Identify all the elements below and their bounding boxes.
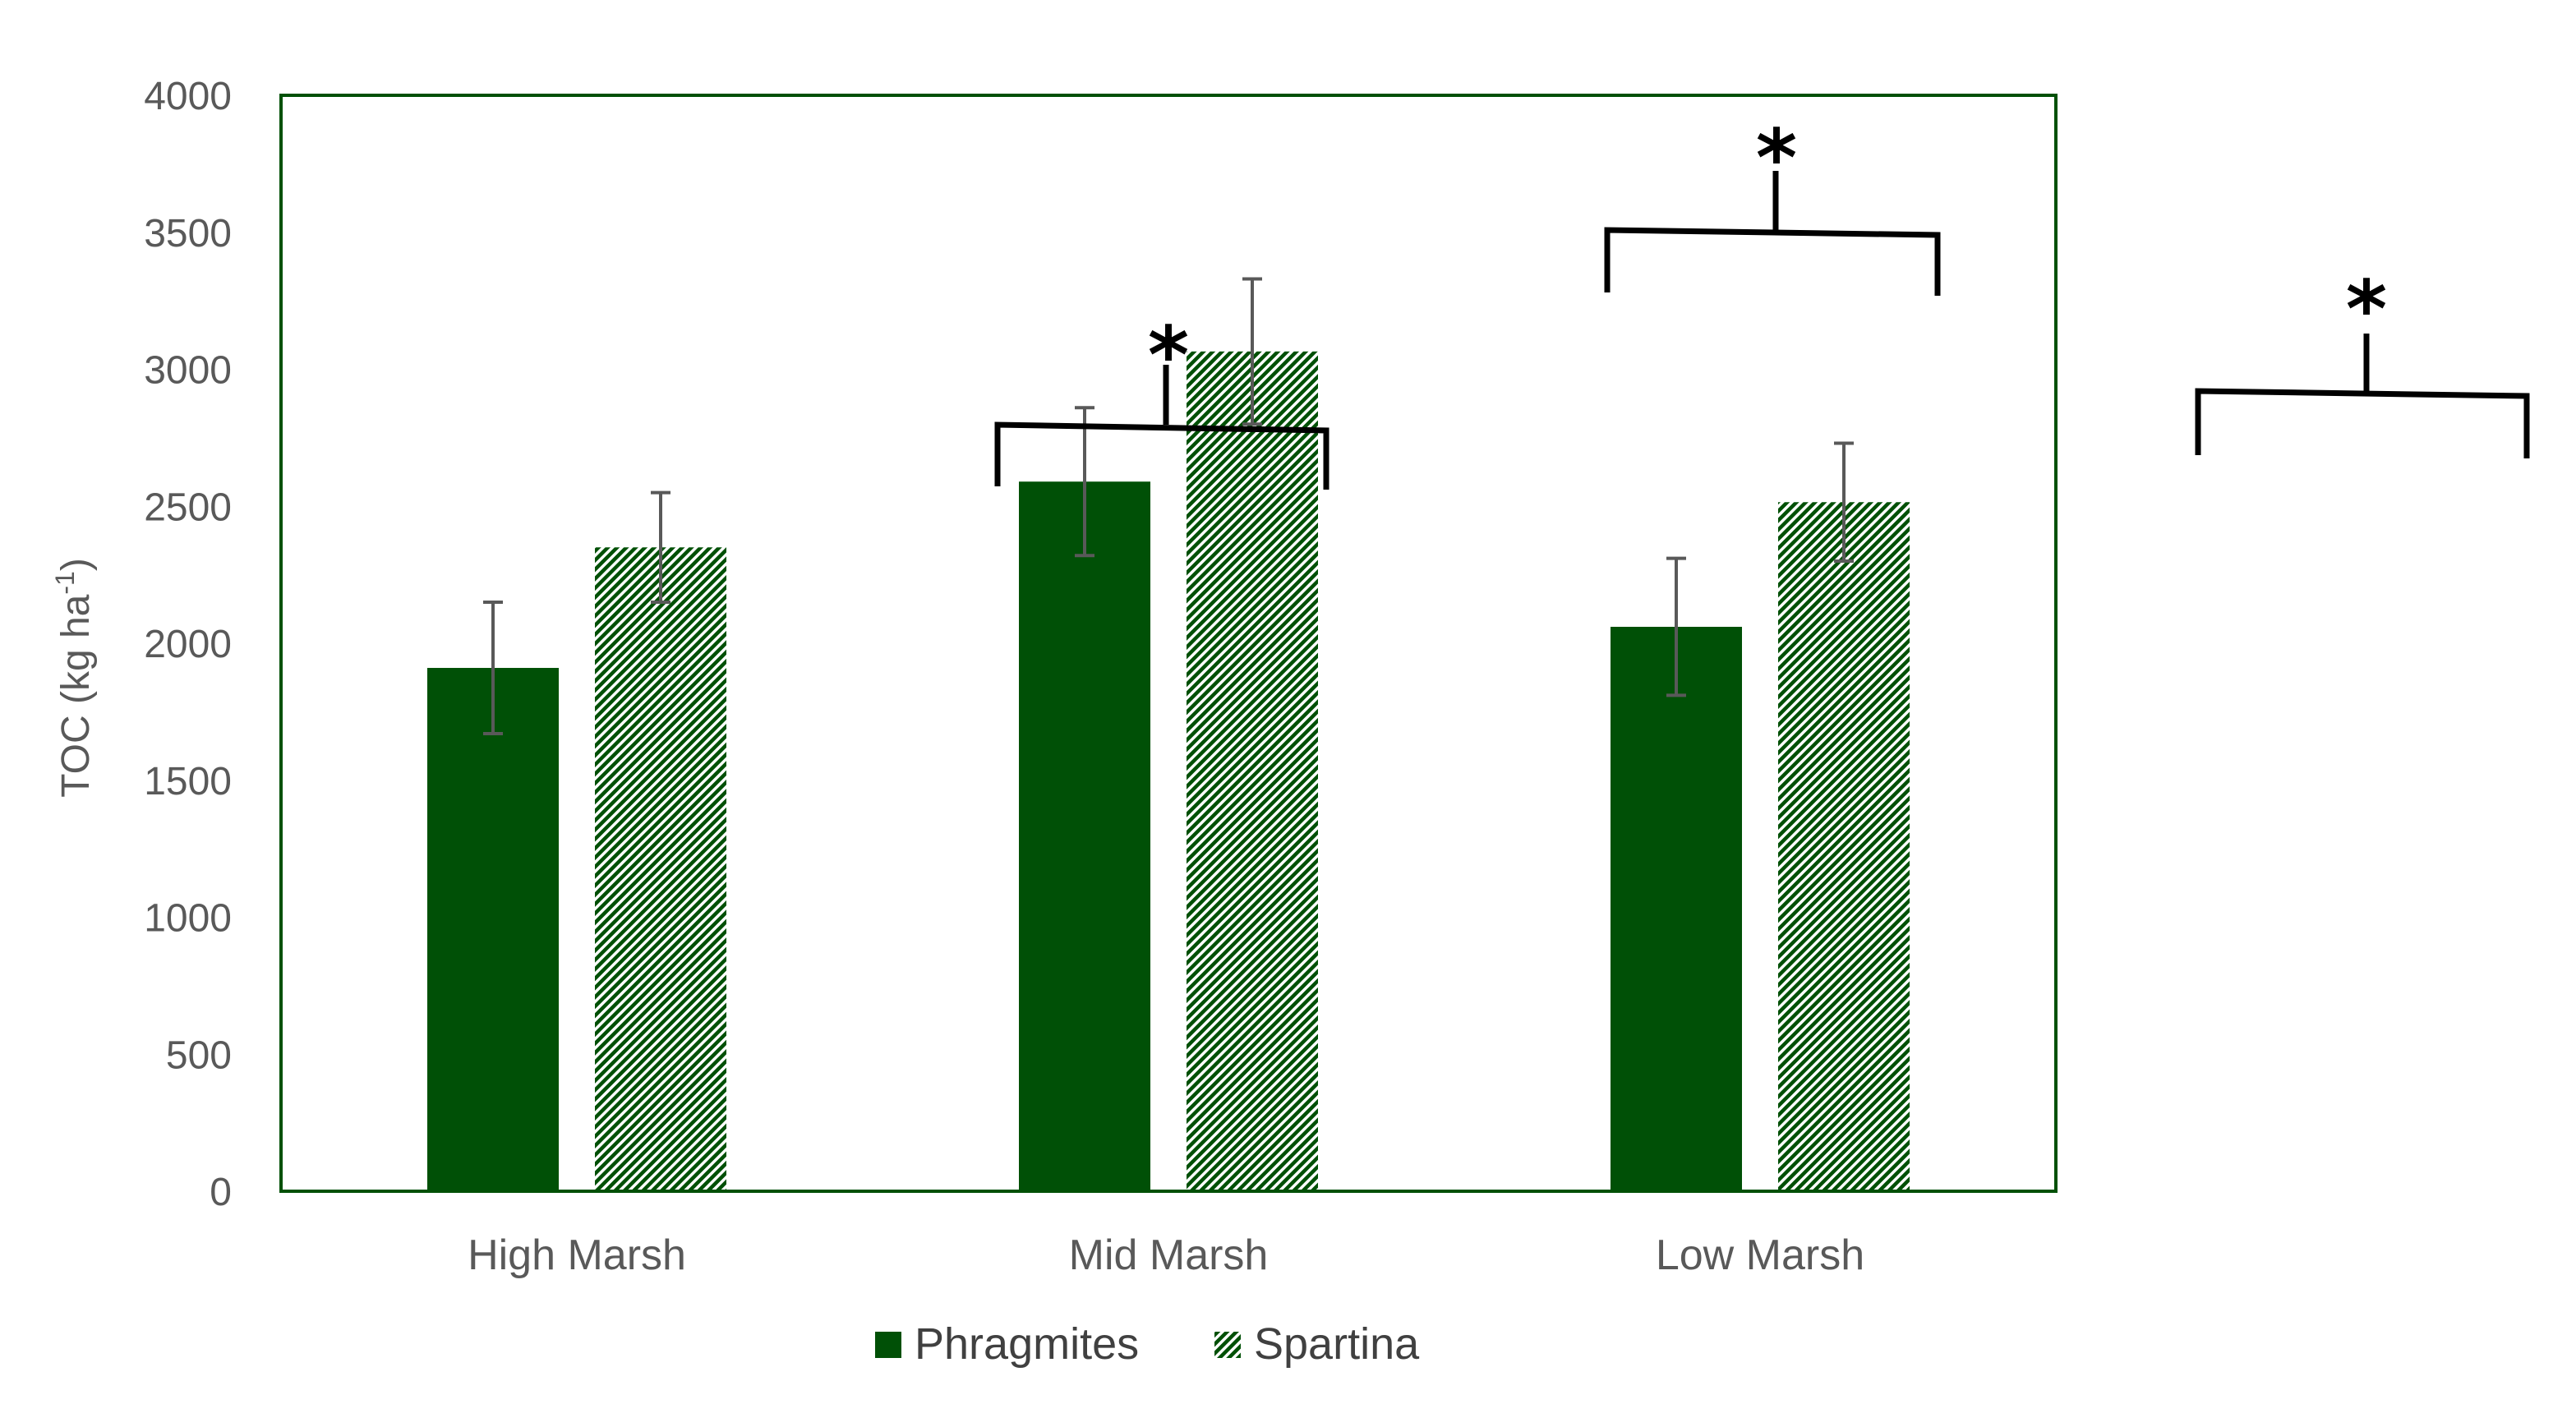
y-axis-title-close: ) — [54, 558, 98, 571]
error-bar-phragmites-low-marsh — [1666, 556, 1686, 697]
y-axis-title: TOC (kg ha-1) — [50, 558, 98, 798]
error-bar-spartina-high-marsh — [651, 490, 670, 604]
category-label: High Marsh — [468, 1231, 686, 1279]
legend: Phragmites Spartina — [875, 1319, 1420, 1369]
category-label: Low Marsh — [1656, 1231, 1864, 1279]
bracket-low-marsh — [1604, 171, 1941, 296]
y-tick-label: 1500 — [144, 760, 232, 803]
y-tick-label: 0 — [210, 1171, 232, 1214]
bars-group — [427, 351, 1910, 1191]
plot-area-frame — [279, 94, 2058, 1193]
bar-phragmites-high-marsh — [427, 668, 559, 1191]
error-bar-phragmites-mid-marsh — [1075, 406, 1094, 558]
bar-spartina-mid-marsh — [1187, 351, 1318, 1191]
y-tick-label: 2000 — [144, 623, 232, 666]
category-label: Mid Marsh — [1069, 1231, 1269, 1279]
y-tick-label: 500 — [166, 1033, 232, 1077]
bar-spartina-high-marsh — [595, 547, 726, 1191]
error-bars-group — [483, 277, 1854, 736]
bracket-mid-marsh — [994, 365, 1329, 490]
significance-star-low: * — [1756, 113, 1797, 205]
bar-phragmites-mid-marsh — [1019, 481, 1150, 1191]
y-axis-title-superscript: -1 — [50, 571, 80, 594]
significance-star-mid: * — [1148, 310, 1189, 402]
error-bar-phragmites-high-marsh — [483, 600, 503, 736]
legend-label-spartina: Spartina — [1254, 1319, 1420, 1369]
bracket-outside — [2195, 334, 2530, 458]
legend-swatch-spartina — [1214, 1332, 1241, 1358]
legend-label-phragmites: Phragmites — [915, 1319, 1139, 1369]
error-bar-spartina-low-marsh — [1834, 441, 1854, 563]
bar-spartina-low-marsh — [1778, 502, 1910, 1191]
y-axis-title-text: TOC (kg ha — [54, 594, 98, 798]
y-tick-label: 3500 — [144, 212, 232, 255]
significance-star-outside: * — [2346, 264, 2387, 356]
error-bar-spartina-mid-marsh — [1242, 277, 1262, 426]
category-labels: High Marsh Mid Marsh Low Marsh — [468, 1231, 1864, 1279]
y-tick-label: 3000 — [144, 349, 232, 393]
y-tick-label: 1000 — [144, 897, 232, 941]
y-axis-ticks: 0 500 1000 1500 2000 2500 3000 3500 4000 — [144, 75, 232, 1214]
y-tick-label: 4000 — [144, 75, 232, 118]
legend-swatch-phragmites — [875, 1332, 901, 1358]
bar-phragmites-low-marsh — [1611, 626, 1742, 1191]
y-tick-label: 2500 — [144, 486, 232, 529]
